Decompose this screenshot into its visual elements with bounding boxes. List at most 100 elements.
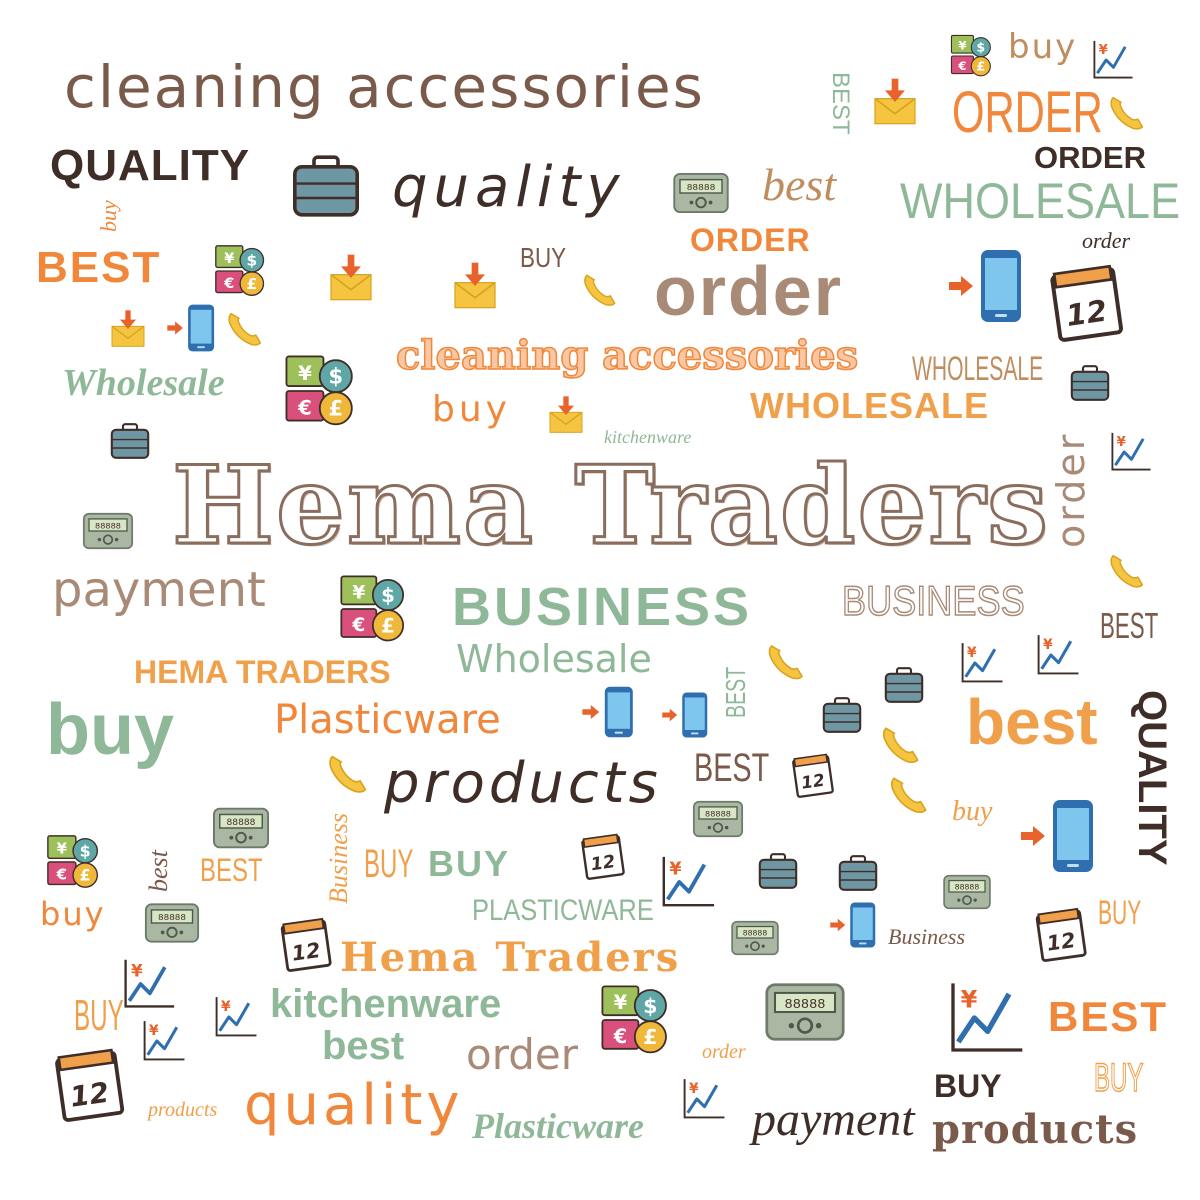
word-order-small-italic: order xyxy=(1082,228,1131,253)
word-best-bold-orange: best xyxy=(966,686,1098,758)
currency-icon xyxy=(47,835,99,888)
chart-icon xyxy=(1037,633,1080,675)
calendar-icon xyxy=(580,833,626,880)
word-best-vertical-italic: best xyxy=(144,850,173,892)
word-wholesale-script: Wholesale xyxy=(62,362,225,404)
mobile-phone-icon xyxy=(167,304,215,352)
word-payment-script: payment xyxy=(752,1093,915,1146)
word-wholesale-small-condensed: WHOLESALE xyxy=(912,350,1044,388)
word-quality-orange: quality xyxy=(244,1073,464,1138)
word-products-bold: products xyxy=(932,1106,1139,1153)
word-order-brown: order xyxy=(466,1030,578,1079)
pager-icon xyxy=(82,512,134,550)
word-buy-orange-right: BUY xyxy=(1098,894,1142,932)
briefcase-icon xyxy=(822,697,862,733)
currency-icon xyxy=(215,245,265,296)
mail-download-icon xyxy=(454,261,496,309)
pager-icon xyxy=(144,903,200,943)
word-buy-italic-right: buy xyxy=(952,796,993,827)
chart-icon xyxy=(215,995,258,1037)
currency-icon xyxy=(950,34,991,77)
word-best-orange-condensed: BEST xyxy=(200,852,263,888)
word-best-orange: BEST xyxy=(36,243,162,292)
word-order-large: order xyxy=(654,252,843,330)
calendar-icon xyxy=(1035,907,1087,962)
word-business-green: BUSINESS xyxy=(452,577,753,637)
phone-icon xyxy=(890,777,927,814)
word-wholesale-green: Wholesale xyxy=(456,637,652,681)
word-kitchenware-green: kitchenware xyxy=(270,982,502,1026)
word-quality-vertical: QUALITY xyxy=(1130,690,1174,866)
calendar-icon xyxy=(1044,262,1126,342)
chart-icon xyxy=(123,957,176,1009)
briefcase-icon xyxy=(884,667,924,703)
mobile-phone-icon xyxy=(582,686,633,738)
phone-icon xyxy=(882,727,919,764)
calendar-icon xyxy=(54,1048,125,1122)
calendar-icon xyxy=(280,917,333,972)
currency-icon xyxy=(340,575,405,642)
word-buy-green-bold: BUY xyxy=(428,843,511,884)
word-plasticware: Plasticware xyxy=(274,697,501,743)
mobile-phone-icon xyxy=(662,692,708,738)
word-best-condensed: BEST xyxy=(694,746,770,790)
word-best-orange-right: BEST xyxy=(1048,993,1169,1040)
word-plasticware-caps: PLASTICWARE xyxy=(472,894,654,927)
brand-title-hema-traders: Hema Traders xyxy=(171,443,1050,569)
word-order-tiny-italic: order xyxy=(702,1041,746,1063)
mail-download-icon xyxy=(549,395,583,434)
word-best-vertical: BEST xyxy=(827,72,854,135)
pager-icon xyxy=(692,800,744,838)
word-buy-vertical: buy xyxy=(96,200,121,232)
phone-icon xyxy=(584,274,616,306)
word-order-orange-caps: ORDER xyxy=(690,222,811,258)
phone-icon xyxy=(768,645,803,680)
phone-icon xyxy=(228,312,262,346)
word-plasticware-script: Plasticware xyxy=(472,1106,644,1146)
word-wholesale-bold: WHOLESALE xyxy=(750,385,989,426)
word-quality-caps: QUALITY xyxy=(50,141,251,190)
word-best-right: BEST xyxy=(1100,605,1159,646)
chart-icon xyxy=(661,854,716,908)
word-kitchenware-small: kitchenware xyxy=(604,427,692,447)
word-business-vertical: Business xyxy=(324,813,353,904)
word-hema-traders-orange: Hema Traders xyxy=(340,934,681,981)
pager-icon xyxy=(673,172,729,214)
word-order-condensed: ORDER xyxy=(952,80,1103,145)
mobile-phone-icon xyxy=(1021,800,1093,872)
phone-icon xyxy=(329,755,367,793)
word-business-italic-small: Business xyxy=(888,924,965,949)
pager-icon xyxy=(731,920,779,956)
word-best-italic: best xyxy=(762,159,837,210)
calendar-icon xyxy=(791,753,835,798)
word-buy-small-caps: BUY xyxy=(520,242,567,273)
word-order-dark: ORDER xyxy=(1034,140,1146,175)
currency-icon xyxy=(285,355,353,426)
word-quality-script: quality xyxy=(392,155,626,220)
word-hema-traders-caps: HEMA TRADERS xyxy=(134,654,391,690)
word-buy-outline-right: BUY xyxy=(1094,1056,1144,1100)
briefcase-icon xyxy=(838,855,878,891)
word-buy-left-condensed: BUY xyxy=(74,991,124,1040)
word-buy-dark: BUY xyxy=(934,1068,1002,1104)
word-buy-orange-condensed: BUY xyxy=(364,842,414,886)
chart-icon xyxy=(683,1077,726,1119)
mobile-phone-icon xyxy=(830,902,876,948)
word-order-vertical: order xyxy=(1049,431,1093,548)
word-best-green: best xyxy=(322,1024,405,1068)
chart-icon xyxy=(1110,431,1153,472)
word-products-tiny: products xyxy=(148,1099,218,1121)
mail-download-icon xyxy=(874,77,916,125)
chart-icon xyxy=(1092,39,1135,80)
word-buy-large-green: buy xyxy=(46,690,175,770)
word-cleaning-accessories-title: cleaning accessories xyxy=(64,53,705,121)
word-wholesale-light: WHOLESALE xyxy=(900,173,1181,229)
mail-download-icon xyxy=(111,309,145,348)
pager-icon xyxy=(765,983,845,1041)
briefcase-icon xyxy=(292,155,360,217)
word-products-script: products xyxy=(384,751,662,816)
briefcase-icon xyxy=(110,423,150,459)
chart-icon xyxy=(143,1019,186,1061)
word-cleaning-accessories-outline: cleaning accessories xyxy=(395,332,859,379)
